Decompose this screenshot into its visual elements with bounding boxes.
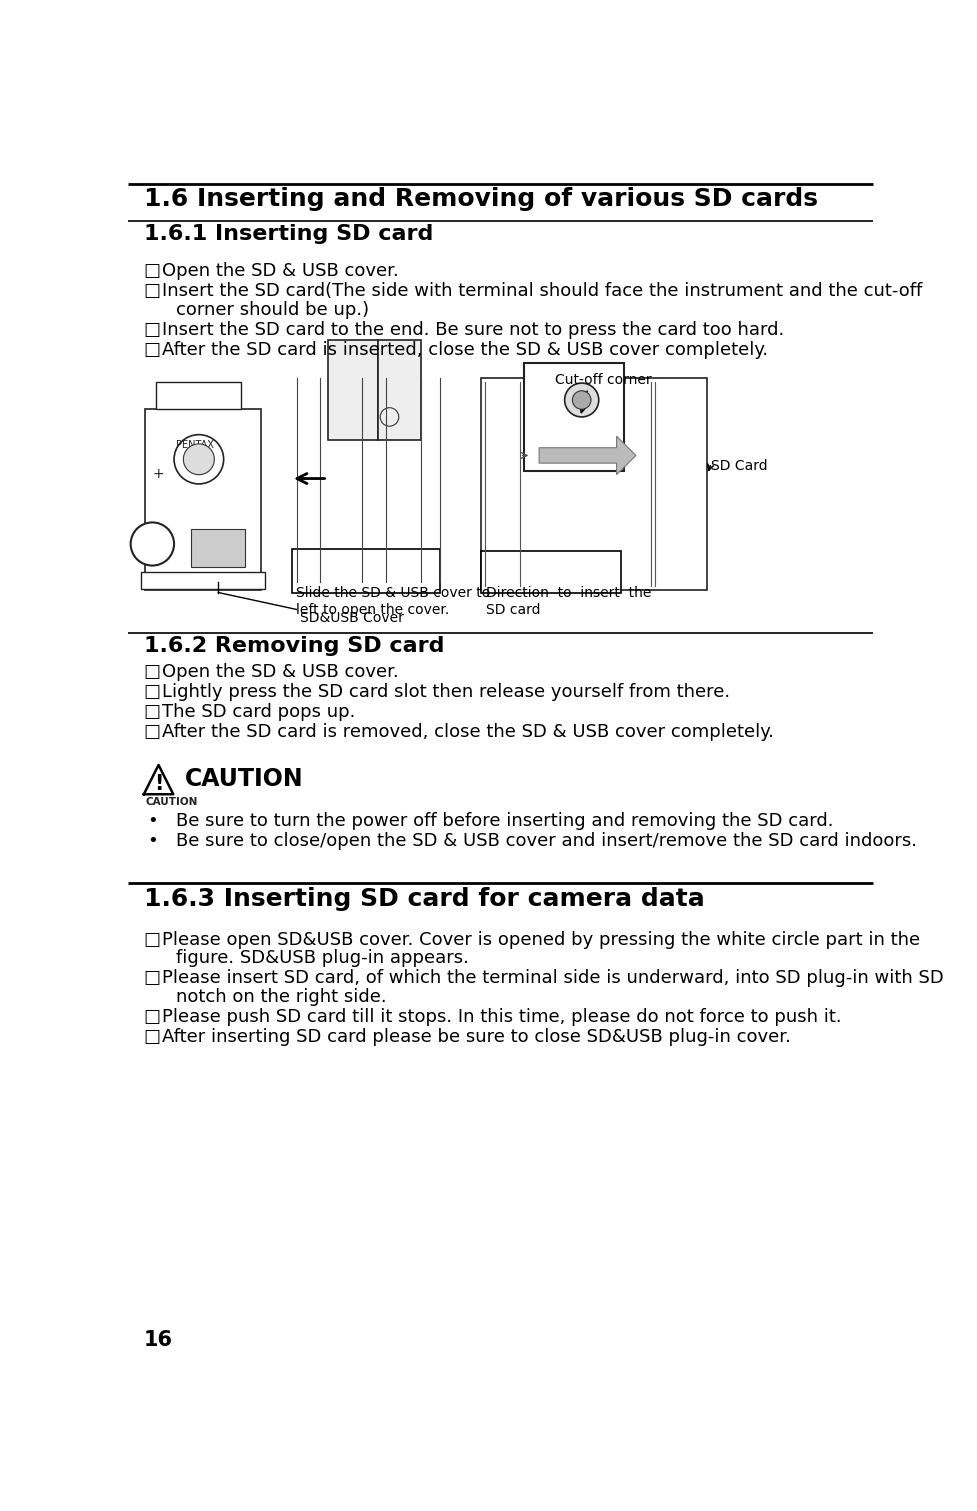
Circle shape bbox=[174, 435, 224, 484]
Circle shape bbox=[184, 444, 214, 474]
Text: □: □ bbox=[144, 340, 161, 358]
FancyBboxPatch shape bbox=[481, 378, 707, 591]
Text: +: + bbox=[152, 467, 164, 480]
FancyBboxPatch shape bbox=[378, 340, 420, 440]
Text: □: □ bbox=[144, 683, 161, 701]
Polygon shape bbox=[539, 437, 636, 474]
Text: •   Be sure to turn the power off before inserting and removing the SD card.: • Be sure to turn the power off before i… bbox=[148, 811, 833, 830]
FancyBboxPatch shape bbox=[141, 571, 265, 589]
Text: 1.6.2 Removing SD card: 1.6.2 Removing SD card bbox=[144, 636, 445, 656]
Text: □: □ bbox=[144, 1027, 161, 1046]
Text: Insert the SD card to the end. Be sure not to press the card too hard.: Insert the SD card to the end. Be sure n… bbox=[162, 320, 785, 338]
Text: notch on the right side.: notch on the right side. bbox=[177, 988, 387, 1005]
FancyBboxPatch shape bbox=[145, 409, 261, 591]
FancyBboxPatch shape bbox=[524, 552, 563, 567]
Text: After inserting SD card please be sure to close SD&USB plug-in cover.: After inserting SD card please be sure t… bbox=[162, 1027, 791, 1046]
Text: Direction  to  insert  the
SD card: Direction to insert the SD card bbox=[486, 586, 651, 616]
Text: •   Be sure to close/open the SD & USB cover and insert/remove the SD card indoo: • Be sure to close/open the SD & USB cov… bbox=[148, 833, 916, 851]
Text: After the SD card is removed, close the SD & USB cover completely.: After the SD card is removed, close the … bbox=[162, 724, 775, 742]
Circle shape bbox=[131, 523, 174, 565]
Text: Insert the SD card(The side with terminal should face the instrument and the cut: Insert the SD card(The side with termina… bbox=[162, 283, 922, 301]
Text: □: □ bbox=[144, 320, 161, 338]
Text: Please open SD&USB cover. Cover is opened by pressing the white circle part in t: Please open SD&USB cover. Cover is opene… bbox=[162, 931, 920, 949]
Text: □: □ bbox=[144, 283, 161, 301]
Text: □: □ bbox=[144, 704, 161, 721]
Text: CAUTION: CAUTION bbox=[185, 766, 304, 790]
FancyBboxPatch shape bbox=[292, 550, 440, 592]
Text: corner should be up.): corner should be up.) bbox=[177, 301, 369, 319]
FancyBboxPatch shape bbox=[156, 382, 241, 409]
Text: □: □ bbox=[144, 969, 161, 987]
FancyBboxPatch shape bbox=[524, 363, 624, 471]
Text: SD&USB Cover: SD&USB Cover bbox=[300, 610, 404, 626]
Text: After the SD card is inserted, close the SD & USB cover completely.: After the SD card is inserted, close the… bbox=[162, 340, 769, 358]
Text: Open the SD & USB cover.: Open the SD & USB cover. bbox=[162, 263, 400, 280]
Text: □: □ bbox=[144, 724, 161, 742]
FancyBboxPatch shape bbox=[191, 529, 245, 567]
Polygon shape bbox=[144, 765, 173, 795]
Text: □: □ bbox=[144, 663, 161, 681]
Circle shape bbox=[380, 408, 399, 426]
Text: !: ! bbox=[153, 774, 163, 793]
Text: The SD card pops up.: The SD card pops up. bbox=[162, 704, 356, 721]
Text: 1.6.3 Inserting SD card for camera data: 1.6.3 Inserting SD card for camera data bbox=[144, 887, 704, 911]
Text: □: □ bbox=[144, 263, 161, 280]
Circle shape bbox=[565, 384, 599, 417]
FancyBboxPatch shape bbox=[327, 340, 378, 440]
Text: □: □ bbox=[144, 931, 161, 949]
Text: 1.6 Inserting and Removing of various SD cards: 1.6 Inserting and Removing of various SD… bbox=[144, 187, 818, 212]
Text: Lightly press the SD card slot then release yourself from there.: Lightly press the SD card slot then rele… bbox=[162, 683, 731, 701]
Text: 16: 16 bbox=[144, 1330, 173, 1351]
Text: SD Card: SD Card bbox=[711, 459, 768, 473]
Text: Cut-off corner: Cut-off corner bbox=[555, 373, 652, 387]
Text: Please push SD card till it stops. In this time, please do not force to push it.: Please push SD card till it stops. In th… bbox=[162, 1008, 842, 1026]
Text: 1.6.1 Inserting SD card: 1.6.1 Inserting SD card bbox=[144, 225, 433, 245]
Text: Open the SD & USB cover.: Open the SD & USB cover. bbox=[162, 663, 400, 681]
Text: Slide the SD & USB cover to
left to open the cover.: Slide the SD & USB cover to left to open… bbox=[296, 586, 490, 616]
FancyBboxPatch shape bbox=[481, 552, 621, 592]
Text: Please insert SD card, of which the terminal side is underward, into SD plug-in : Please insert SD card, of which the term… bbox=[162, 969, 944, 987]
Text: PENTAX: PENTAX bbox=[176, 440, 214, 450]
Text: □: □ bbox=[144, 1008, 161, 1026]
Circle shape bbox=[573, 391, 591, 409]
Text: figure. SD&USB plug-in appears.: figure. SD&USB plug-in appears. bbox=[177, 949, 469, 967]
Text: CAUTION: CAUTION bbox=[146, 796, 197, 807]
